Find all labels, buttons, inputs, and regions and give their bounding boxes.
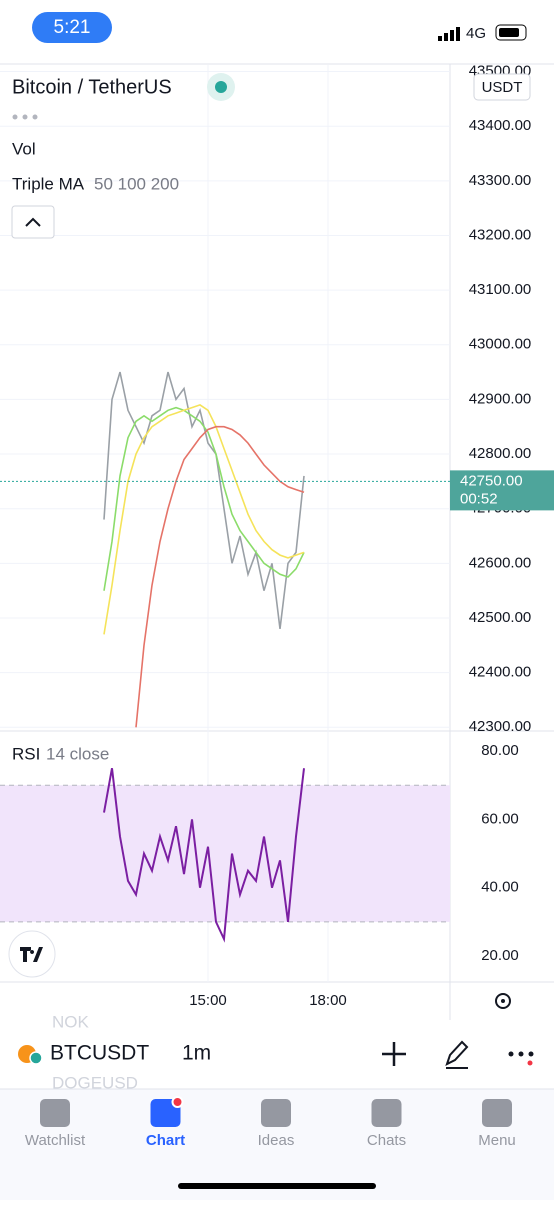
tab-label[interactable]: Watchlist [25, 1132, 86, 1149]
y-tick-label: 42800.00 [469, 445, 532, 462]
status-dot [215, 81, 227, 93]
y-tick-label: 43300.00 [469, 172, 532, 189]
tab-label[interactable]: Menu [478, 1132, 516, 1149]
series-line [103, 404, 305, 635]
y-tick-label: 43400.00 [469, 117, 532, 134]
tab-icon[interactable] [150, 1099, 181, 1127]
tab-icon[interactable] [261, 1099, 291, 1127]
y-tick-label: 42500.00 [469, 609, 532, 626]
tab-label[interactable]: Chart [146, 1132, 185, 1149]
battery [495, 24, 527, 41]
x-tick-label: 15:00 [189, 992, 227, 1009]
tab-badge [171, 1096, 184, 1108]
y-tick-label: 42400.00 [469, 664, 532, 681]
tv-logo[interactable] [8, 930, 56, 978]
signal [438, 27, 460, 41]
y-tick-label: 43000.00 [469, 336, 532, 353]
settings-gear[interactable] [495, 993, 511, 1009]
time-pill [32, 12, 112, 43]
y-tick-label: 42300.00 [469, 718, 532, 735]
tab-label[interactable]: Ideas [258, 1132, 295, 1149]
tab-icon[interactable] [40, 1099, 70, 1127]
series-line [135, 425, 305, 728]
last-price-box [450, 470, 554, 511]
x-tick-label: 18:00 [309, 992, 347, 1009]
rsi-params: 14 close [46, 744, 109, 763]
draw-button[interactable] [445, 1040, 469, 1069]
indicator-ma-params: 50 100 200 [94, 174, 179, 193]
series-line [103, 768, 305, 943]
home-indicator [178, 1183, 376, 1189]
status-time: 5:21 [54, 17, 91, 38]
interval[interactable]: 1m [182, 1042, 211, 1065]
more-button[interactable] [508, 1051, 534, 1066]
series-line [103, 371, 305, 629]
countdown: 00:52 [460, 490, 498, 507]
y-tick-label: 43100.00 [469, 281, 532, 298]
last-price-label: 42750.00 [460, 472, 523, 489]
rsi-band [0, 785, 450, 922]
collapse-button[interactable] [11, 205, 55, 239]
series-line [103, 406, 305, 591]
currency[interactable]: USDT [482, 79, 523, 96]
add-button[interactable] [382, 1042, 406, 1066]
y-tick-label: 80.00 [481, 742, 519, 759]
y-tick-label: 42900.00 [469, 390, 532, 407]
tab-icon[interactable] [482, 1099, 512, 1127]
tab-icon[interactable] [371, 1099, 402, 1127]
symbol[interactable]: BTCUSDT [50, 1042, 149, 1065]
usdt-icon [29, 1051, 43, 1065]
y-tick-label: 60.00 [481, 810, 519, 827]
tabs: Watchlist Chart Ideas Chats Menu [25, 1096, 516, 1149]
currency-box[interactable] [473, 73, 531, 101]
rsi-title: RSI [12, 744, 40, 763]
y-tick-label: 40.00 [481, 879, 519, 896]
chevron [25, 217, 41, 227]
y-tick-label: 42600.00 [469, 554, 532, 571]
y-tick-label: 20.00 [481, 947, 519, 964]
plots: 42300.0042400.0042500.0042600.0042700.00… [0, 63, 554, 1009]
list-prev: NOK [52, 1012, 90, 1031]
indicator-ma: Triple MA [12, 174, 85, 193]
symbol-title: Bitcoin / TetherUS [12, 76, 172, 98]
more-dots [12, 114, 38, 120]
indicator-vol: Vol [12, 139, 36, 158]
battery-level [499, 28, 519, 37]
y-tick-label: 43200.00 [469, 226, 532, 243]
list-next: DOGEUSD [52, 1073, 138, 1092]
tab-label[interactable]: Chats [367, 1132, 406, 1149]
network: 4G [466, 25, 486, 42]
tv-logo-mark [20, 947, 43, 962]
